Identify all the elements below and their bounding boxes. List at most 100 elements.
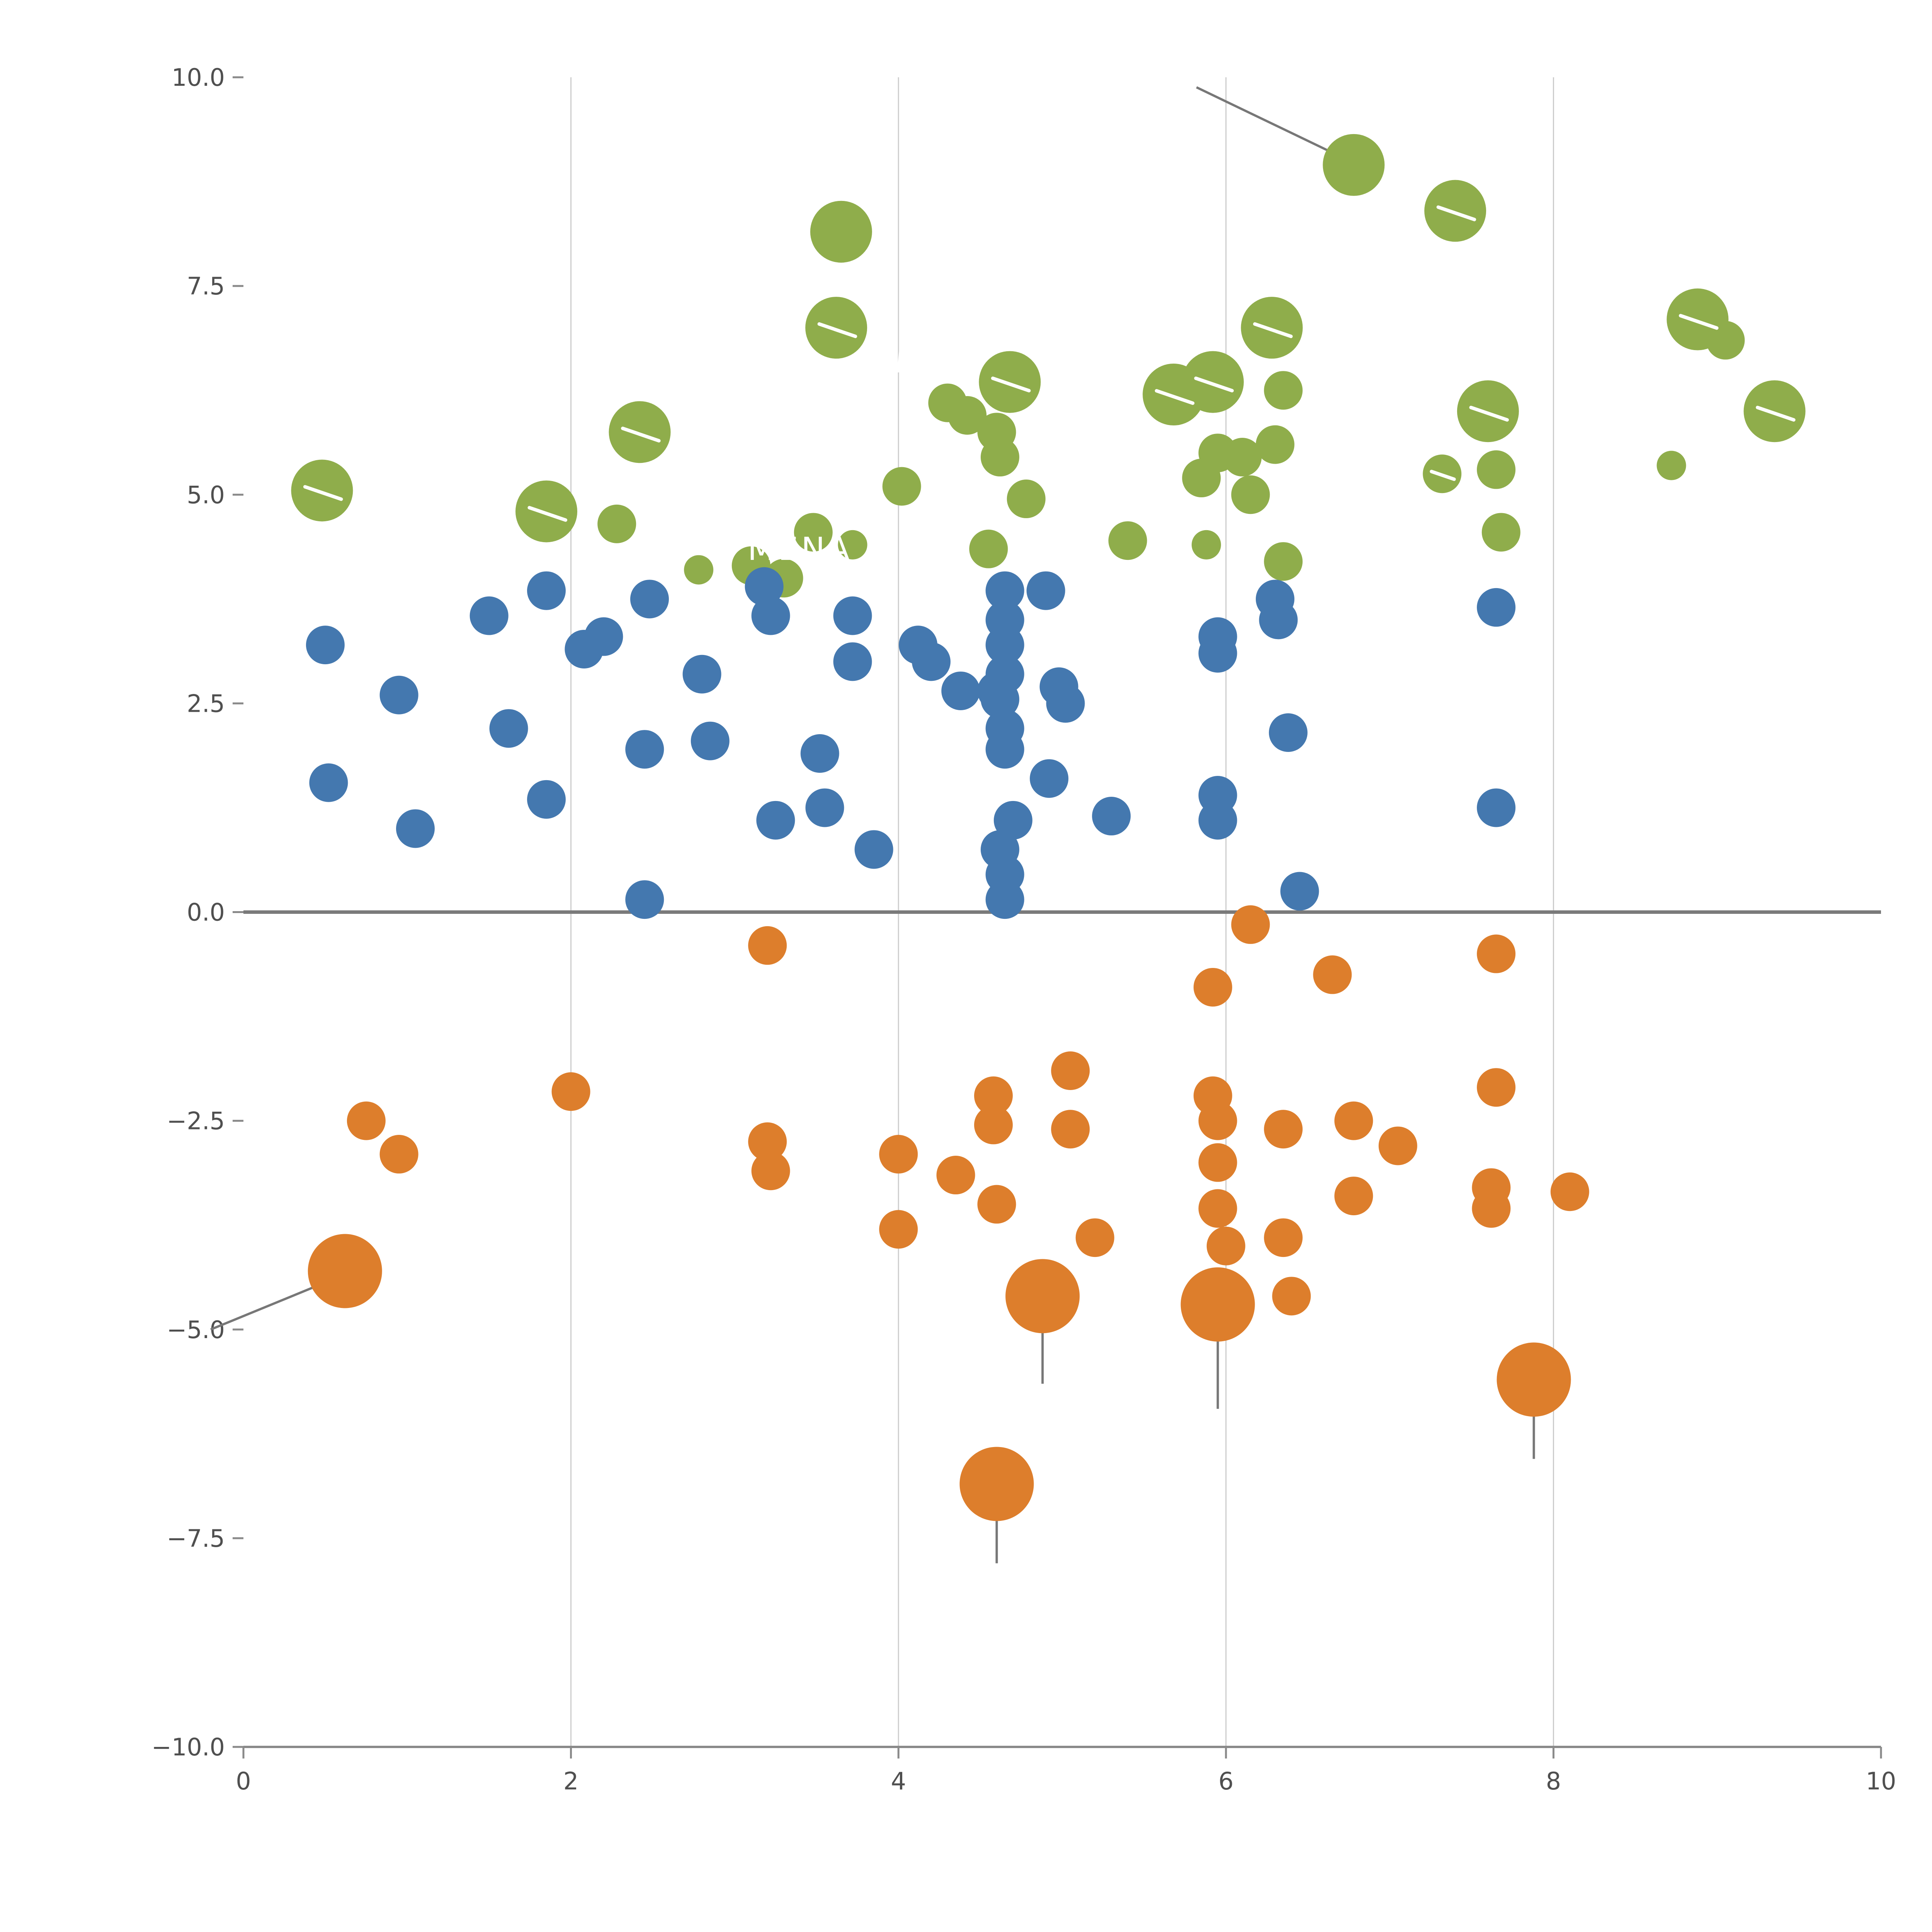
bubble-label-fragment — [303, 485, 343, 501]
bubbles-green — [291, 134, 1806, 598]
bubble-green — [1223, 438, 1262, 477]
bubble-label-fragment — [1253, 322, 1293, 338]
bubble-green — [609, 401, 671, 463]
bubble-blue — [985, 626, 1024, 665]
bubble-blue — [1198, 634, 1237, 673]
bubble-orange — [1313, 955, 1352, 994]
bubble-orange — [1272, 1277, 1311, 1316]
leader-line — [210, 1280, 329, 1331]
bubble-blue — [682, 655, 721, 694]
bubble-label-fragment — [527, 506, 568, 522]
bubble-blue — [584, 617, 623, 656]
bubble-blue — [912, 642, 951, 681]
x-axis: 0 2 4 6 8 10 — [236, 1746, 1896, 1795]
bubble-blue — [854, 830, 893, 869]
bubble-orange — [748, 926, 787, 965]
bubble-orange — [1231, 905, 1270, 944]
y-tick-label: −5.0 — [167, 1316, 225, 1344]
bubble-blue — [309, 763, 348, 802]
bubble-blue — [985, 730, 1024, 769]
bubble-orange — [1206, 1226, 1245, 1265]
y-tick-label: −2.5 — [167, 1107, 225, 1135]
bubble-blue — [469, 596, 509, 635]
bubble-orange — [379, 1135, 418, 1174]
bubble-orange — [959, 1447, 1034, 1521]
x-tick-label: 4 — [891, 1767, 906, 1795]
bubble-green — [838, 530, 867, 560]
bubble-blue — [1269, 713, 1308, 752]
bubble-orange — [1334, 1101, 1373, 1140]
bubble-blue — [630, 580, 669, 619]
bubble-green — [515, 480, 578, 543]
bubble-blue — [1477, 588, 1516, 627]
bubble-green — [1457, 380, 1519, 442]
bubble-orange — [977, 1185, 1016, 1224]
bubble-orange — [879, 1210, 918, 1249]
bubble-orange — [1497, 1342, 1571, 1417]
bubble-orange — [936, 1156, 975, 1195]
bubble-green — [1255, 425, 1294, 464]
bubble-green — [882, 467, 921, 506]
bubble-blue — [1280, 872, 1319, 911]
x-tick-label: 10 — [1866, 1767, 1896, 1795]
bubble-label-fragment — [1679, 314, 1719, 330]
bubble-green — [1481, 513, 1520, 552]
bubble-orange — [1051, 1051, 1090, 1090]
bubble-green — [1323, 134, 1385, 196]
bubble-green — [1743, 380, 1806, 442]
bubble-green — [1264, 542, 1303, 581]
y-tick-label: 10.0 — [172, 63, 225, 92]
bubble-blue — [985, 571, 1024, 610]
bubble-orange — [1198, 1189, 1237, 1228]
bubble-green — [1007, 480, 1046, 519]
bubble-orange — [751, 1151, 790, 1190]
bubble-blue — [993, 801, 1032, 840]
bubble-orange — [1477, 1068, 1516, 1107]
bubble-green — [1656, 451, 1686, 480]
y-axis: 10.0 7.5 5.0 2.5 0.0 −2.5 −5.0 −7.5 −10.0 — [151, 63, 243, 1761]
bubble-orange — [1198, 1143, 1237, 1182]
bubble-green — [1108, 521, 1147, 560]
bubble-label-fragment — [1469, 406, 1509, 422]
bubble-blue — [800, 734, 839, 773]
bubble-green — [1191, 530, 1221, 560]
bubble-blue — [1030, 759, 1069, 798]
bubble-blue — [833, 642, 872, 681]
bubble-label-fragment — [1155, 389, 1195, 405]
bubble-orange — [748, 1122, 787, 1161]
bubble-label-fragments — [303, 205, 1796, 522]
bubble-orange — [879, 1135, 918, 1174]
bubble-orange — [1264, 1218, 1303, 1257]
bubble-blue — [690, 721, 730, 760]
bubble-label-fragment — [817, 322, 857, 338]
bubble-orange — [1075, 1218, 1114, 1257]
bubble-green — [1706, 321, 1745, 360]
bubble-green — [969, 529, 1008, 568]
bubble-orange — [308, 1234, 382, 1308]
bubble-blue — [980, 680, 1019, 719]
y-tick-label: 2.5 — [187, 689, 225, 718]
bubble-blue — [805, 788, 844, 827]
bubble-green — [1231, 475, 1270, 514]
bubble-orange — [1378, 1126, 1417, 1165]
bubble-green — [1182, 459, 1221, 498]
bubble-blue — [625, 880, 664, 919]
bubble-label-fragment — [621, 427, 661, 443]
bubble-blue — [756, 801, 795, 840]
bubble-green — [597, 504, 636, 543]
bubble-label-fragment — [1194, 376, 1234, 393]
bubble-blue — [1477, 788, 1516, 827]
bubble-blue — [396, 809, 435, 848]
bubble-blue — [527, 780, 566, 819]
bubbles-orange — [308, 905, 1589, 1521]
bubble-blue — [1198, 801, 1237, 840]
bubble-orange — [1264, 1110, 1303, 1149]
bubble-green — [980, 438, 1019, 477]
leader-line — [1196, 86, 1341, 158]
bubble-orange — [347, 1101, 386, 1140]
bubble-blue — [1026, 571, 1065, 610]
x-tick-label: 0 — [236, 1767, 251, 1795]
y-tick-label: −10.0 — [151, 1733, 225, 1761]
